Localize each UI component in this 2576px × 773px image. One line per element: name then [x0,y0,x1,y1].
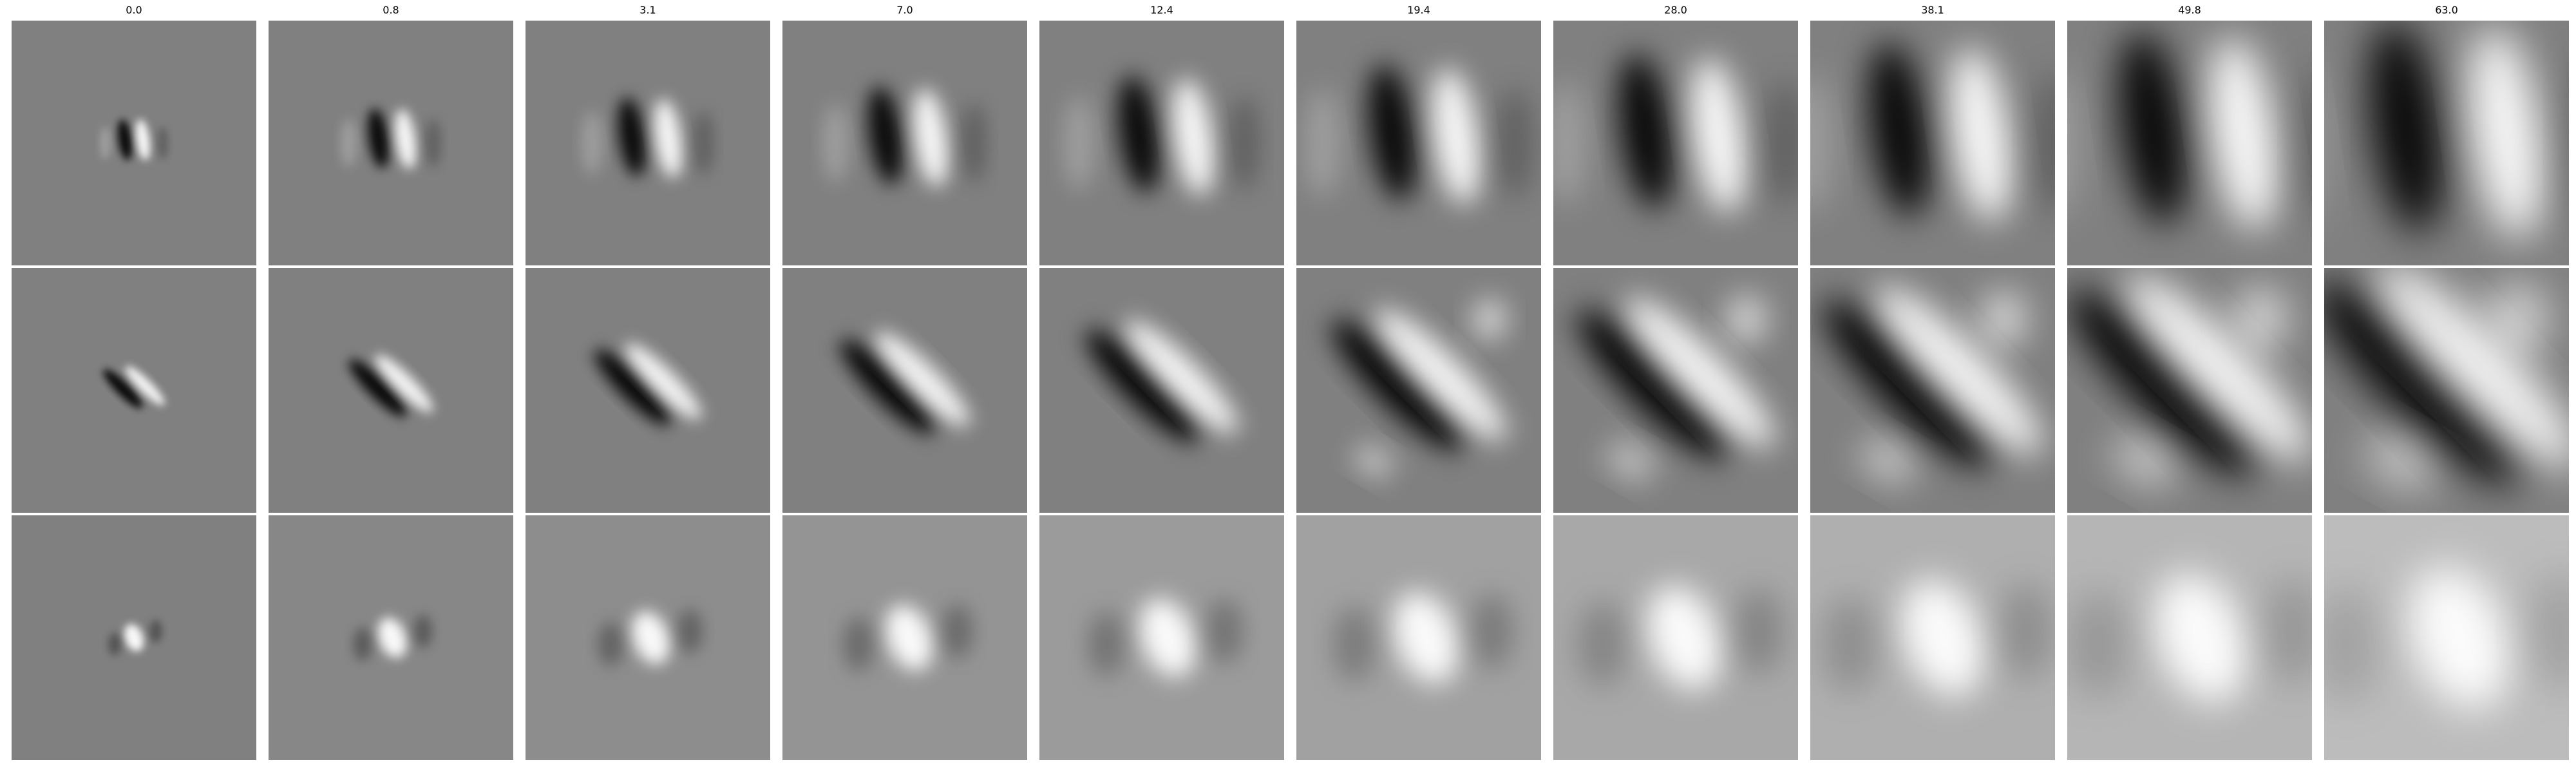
filter-image-r1-c9 [2324,268,2569,513]
filter-image-r1-c2 [526,268,770,513]
filter-image-r1-c6 [1553,268,1798,513]
filter-image-r2-c1 [269,515,513,760]
filter-image-r0-c6 [1553,21,1798,265]
column-title-2: 3.1 [639,4,656,16]
column-title-9: 63.0 [2435,4,2458,16]
filter-image-r2-c6 [1553,515,1798,760]
filter-image-r0-c5 [1296,21,1541,265]
filter-image-r0-c8 [2067,21,2312,265]
column-title-6: 28.0 [1664,4,1687,16]
column-title-4: 12.4 [1150,4,1173,16]
column-title-0: 0.0 [126,4,142,16]
column-title-7: 38.1 [1921,4,1944,16]
filter-image-r1-c3 [782,268,1027,513]
filter-image-r2-c9 [2324,515,2569,760]
filter-image-r2-c8 [2067,515,2312,760]
filter-image-r0-c3 [782,21,1027,265]
filter-image-r2-c3 [782,515,1027,760]
filter-image-r2-c0 [12,515,256,760]
filter-image-r0-c1 [269,21,513,265]
filter-image-r1-c0 [12,268,256,513]
filter-image-r0-c9 [2324,21,2569,265]
column-title-8: 49.8 [2178,4,2201,16]
filter-image-r2-c4 [1039,515,1284,760]
filter-image-r2-c7 [1810,515,2055,760]
filter-image-r2-c5 [1296,515,1541,760]
column-titles: 0.0 0.8 3.1 7.0 12.4 19.4 28.0 38.1 49.8… [0,0,2576,21]
filter-image-r0-c0 [12,21,256,265]
column-title-1: 0.8 [383,4,399,16]
column-title-3: 7.0 [896,4,913,16]
filter-image-r1-c5 [1296,268,1541,513]
filter-image-r0-c2 [526,21,770,265]
filter-image-r2-c2 [526,515,770,760]
filter-image-r1-c4 [1039,268,1284,513]
filter-image-r0-c7 [1810,21,2055,265]
filter-image-r1-c7 [1810,268,2055,513]
filter-image-r0-c4 [1039,21,1284,265]
filter-image-r1-c1 [269,268,513,513]
filter-image-r1-c8 [2067,268,2312,513]
column-title-5: 19.4 [1407,4,1430,16]
